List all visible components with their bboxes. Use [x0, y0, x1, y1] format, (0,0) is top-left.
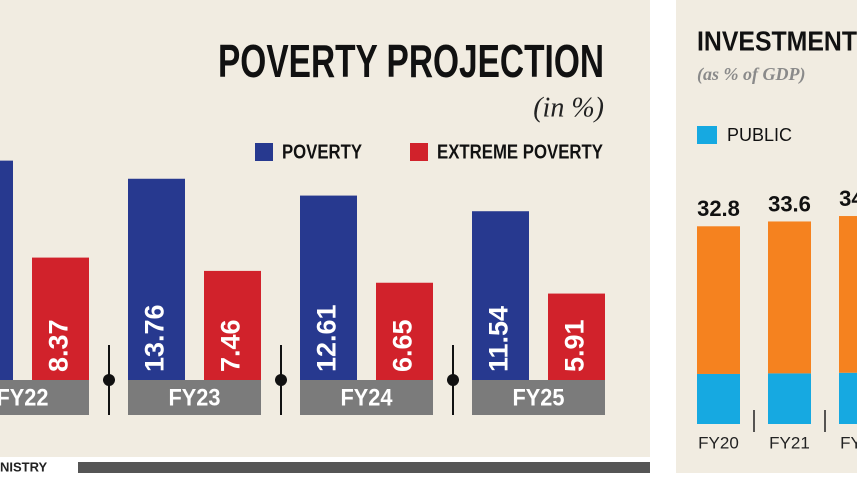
x-tick-label: FY21	[769, 433, 810, 452]
total-label: 33.6	[768, 191, 811, 216]
value-label: 5.91	[560, 319, 590, 372]
bar-segment	[768, 373, 811, 424]
x-tick-label: FY23	[169, 384, 221, 411]
separator-dot	[103, 374, 115, 386]
x-tick-label: FY24	[341, 384, 394, 411]
category-band	[128, 380, 261, 415]
legend-swatch	[697, 126, 717, 144]
value-label: 7.46	[216, 319, 246, 372]
bar	[472, 211, 529, 380]
bar-segment	[697, 226, 740, 374]
value-label: 12.61	[312, 304, 342, 372]
legend-label: POVERTY	[282, 141, 363, 163]
source-rule	[78, 462, 650, 473]
bar	[376, 282, 433, 380]
bar-segment	[768, 221, 811, 374]
total-label: 32.8	[697, 196, 740, 221]
value-label: 8.37	[44, 319, 74, 372]
bar	[128, 178, 185, 380]
bar	[548, 293, 605, 380]
category-band	[472, 380, 605, 415]
bar	[32, 257, 89, 380]
x-tick-label: FY20	[698, 433, 739, 452]
x-tick-label: FY22	[840, 433, 857, 452]
x-tick-label: FY25	[513, 384, 565, 411]
legend-swatch	[410, 143, 428, 161]
separator-dot	[447, 374, 459, 386]
bar	[204, 270, 261, 380]
chart-title: INVESTMENT	[697, 25, 857, 56]
chart-subtitle: (as % of GDP)	[697, 64, 805, 85]
category-band	[300, 380, 433, 415]
bar	[0, 160, 13, 380]
bar	[300, 195, 357, 380]
source: NISTRY	[0, 459, 48, 474]
separator-dot	[275, 374, 287, 386]
chart-title: POVERTY PROJECTION	[218, 35, 604, 87]
value-label: 6.65	[388, 319, 418, 372]
category-band	[0, 380, 89, 415]
value-label: 11.54	[484, 306, 514, 372]
legend-swatch	[255, 143, 273, 161]
bar-segment	[697, 373, 740, 424]
legend-label: PUBLIC	[727, 125, 792, 145]
legend-label: EXTREME POVERTY	[437, 141, 604, 163]
total-label: 34.5	[839, 186, 857, 211]
x-tick-label: FY22	[0, 384, 49, 411]
value-label: 13.76	[140, 304, 170, 372]
bar-segment	[839, 372, 857, 424]
bar-segment	[839, 216, 857, 373]
chart-subtitle: (in %)	[533, 92, 604, 123]
